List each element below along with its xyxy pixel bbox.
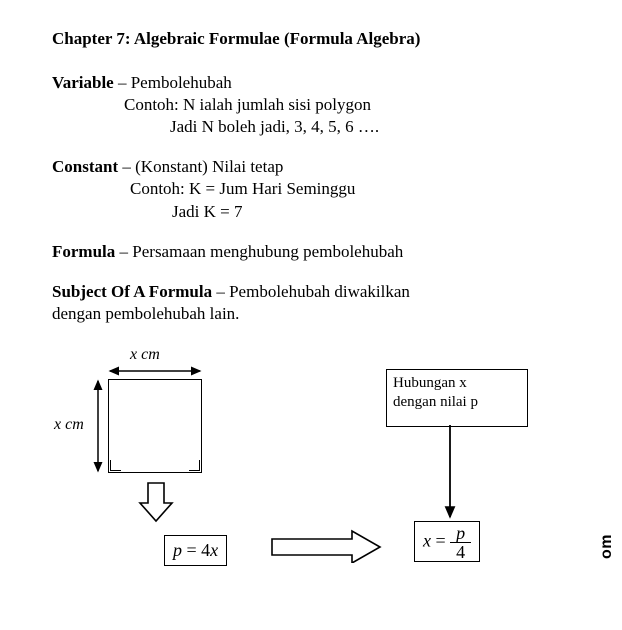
subject-line-1: Subject Of A Formula – Pembolehubah diwa… (52, 281, 582, 303)
square-diagram (108, 379, 202, 473)
variable-line: Variable – Pembolehubah (52, 72, 582, 94)
variable-term: Variable (52, 73, 114, 92)
right-arrow-icon (272, 531, 380, 563)
diagram-area: x cm x cm Hubungan x dengan nilai p p = … (52, 343, 592, 563)
constant-line: Constant – (Konstant) Nilai tetap (52, 156, 582, 178)
formula-term: Formula (52, 242, 115, 261)
subject-dash: – (212, 282, 229, 301)
relation-text-2: dengan nilai p (393, 393, 521, 412)
square-label-left: x cm (54, 415, 84, 436)
constant-example-1: Contoh: K = Jum Hari Seminggu (130, 178, 582, 200)
watermark-text: om (597, 534, 618, 559)
formula-numerator: p (450, 524, 471, 543)
variable-def: Pembolehubah (131, 73, 232, 92)
subject-line-2: dengan pembolehubah lain. (52, 303, 582, 325)
right-angle-marker (110, 460, 121, 471)
variable-example-2: Jadi N boleh jadi, 3, 4, 5, 6 …. (170, 116, 582, 138)
formula-denominator: 4 (450, 543, 471, 561)
variable-dash: – (114, 73, 131, 92)
subject-def-1: Pembolehubah diwakilkan (229, 282, 410, 301)
formula-def: Persamaan menghubung pembolehubah (132, 242, 403, 261)
formula-x-eq: = (431, 531, 450, 551)
constant-section: Constant – (Konstant) Nilai tetap Contoh… (52, 156, 582, 222)
subject-section: Subject Of A Formula – Pembolehubah diwa… (52, 281, 582, 325)
formula-p-eq: = 4 (182, 540, 210, 560)
formula-p-x: x (210, 540, 218, 560)
constant-def: (Konstant) Nilai tetap (135, 157, 283, 176)
relation-text-1: Hubungan x (393, 374, 521, 393)
formula-p-var: p (173, 540, 182, 560)
constant-dash: – (118, 157, 135, 176)
constant-example-2: Jadi K = 7 (172, 201, 582, 223)
variable-section: Variable – Pembolehubah Contoh: N ialah … (52, 72, 582, 138)
formula-box-p: p = 4x (164, 535, 227, 566)
subject-term: Subject Of A Formula (52, 282, 212, 301)
formula-section: Formula – Persamaan menghubung pembolehu… (52, 241, 582, 263)
constant-term: Constant (52, 157, 118, 176)
formula-fraction: p4 (450, 524, 471, 561)
relation-box: Hubungan x dengan nilai p (386, 369, 528, 427)
formula-dash: – (115, 242, 132, 261)
down-arrow-icon (140, 483, 172, 521)
square-label-top: x cm (130, 345, 160, 366)
chapter-title: Chapter 7: Algebraic Formulae (Formula A… (52, 28, 582, 50)
formula-x-var: x (423, 531, 431, 551)
variable-example-1: Contoh: N ialah jumlah sisi polygon (124, 94, 582, 116)
formula-box-x: x = p4 (414, 521, 480, 562)
right-angle-marker (189, 460, 200, 471)
document-page: Chapter 7: Algebraic Formulae (Formula A… (0, 0, 622, 563)
